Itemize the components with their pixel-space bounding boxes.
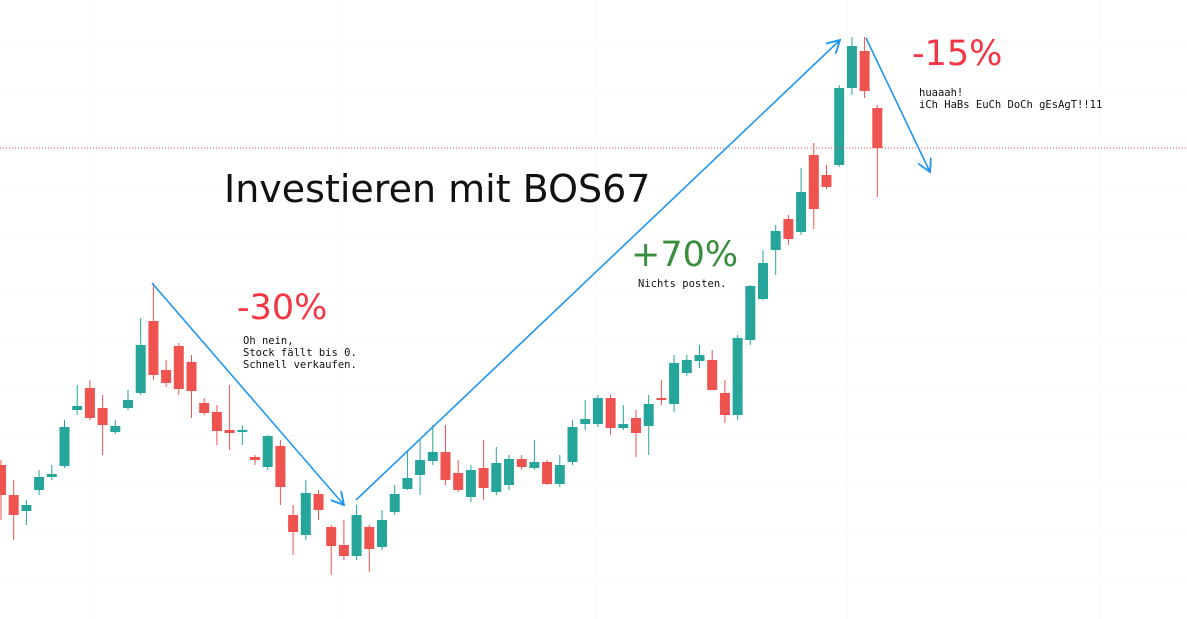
candle-body bbox=[529, 462, 540, 468]
arrows bbox=[151, 37, 930, 505]
candle-body bbox=[275, 446, 286, 487]
candle-body bbox=[377, 520, 387, 547]
candle-body bbox=[288, 515, 299, 532]
candle-body bbox=[516, 459, 527, 467]
candle-body bbox=[567, 427, 578, 462]
chart-title: Investieren mit BOS67 bbox=[224, 167, 650, 211]
annotation-label: -15% bbox=[912, 34, 1002, 74]
annotation-note: Schnell verkaufen. bbox=[243, 359, 357, 371]
annotation-label: -30% bbox=[237, 288, 327, 328]
arrow bbox=[151, 282, 344, 505]
candle-body bbox=[262, 436, 273, 467]
candle-body bbox=[161, 370, 172, 383]
candle-body bbox=[643, 404, 654, 426]
candle-body bbox=[783, 219, 794, 239]
candle-body bbox=[46, 474, 57, 477]
candle-body bbox=[186, 362, 197, 391]
candle-body bbox=[389, 494, 400, 512]
candle-body bbox=[199, 403, 210, 413]
candle-body bbox=[21, 505, 32, 511]
candle-body bbox=[631, 418, 641, 433]
candle-body bbox=[554, 465, 565, 484]
candles bbox=[0, 37, 1187, 575]
candle-body bbox=[351, 515, 362, 556]
candle-body bbox=[834, 88, 845, 165]
candle-body bbox=[59, 427, 70, 466]
candle-body bbox=[465, 470, 476, 497]
candle-body bbox=[681, 360, 692, 373]
candle-body bbox=[821, 175, 832, 187]
candle-body bbox=[542, 462, 553, 484]
candle-body bbox=[427, 452, 438, 461]
candle-body bbox=[770, 231, 781, 250]
candle-body bbox=[592, 398, 603, 424]
annotation-note: iCh HaBs EuCh DoCh gEsAgT!!11 bbox=[919, 99, 1102, 111]
candle-body bbox=[707, 360, 718, 390]
candle-body bbox=[732, 338, 743, 415]
annotation-note: huaaah! bbox=[919, 87, 963, 99]
candle-body bbox=[97, 408, 108, 425]
candle-body bbox=[211, 412, 222, 431]
candle-body bbox=[440, 452, 451, 480]
candle-body bbox=[859, 51, 870, 91]
candle-body bbox=[338, 545, 349, 556]
candle-body bbox=[300, 493, 311, 535]
candle-body bbox=[364, 527, 375, 549]
candle-body bbox=[808, 155, 819, 209]
candle-body bbox=[173, 346, 184, 389]
candle-body bbox=[402, 478, 413, 489]
candle-body bbox=[453, 473, 464, 490]
candle-body bbox=[605, 398, 616, 428]
candle-body bbox=[123, 400, 133, 408]
candle-body bbox=[34, 477, 45, 490]
annotation-note: Oh nein, bbox=[243, 335, 294, 347]
annotation-note: Nichts posten. bbox=[638, 278, 727, 290]
candle-body bbox=[796, 192, 807, 232]
candle-body bbox=[758, 263, 768, 299]
candle-body bbox=[224, 430, 235, 433]
candle-body bbox=[326, 527, 337, 546]
candle-body bbox=[313, 494, 324, 510]
candle-body bbox=[250, 457, 260, 460]
candle-body bbox=[491, 463, 502, 492]
candle-body bbox=[694, 355, 705, 361]
candle-body bbox=[618, 424, 629, 428]
candle-body bbox=[148, 321, 159, 375]
arrow bbox=[865, 37, 930, 172]
candle-body bbox=[8, 495, 19, 515]
candle-body bbox=[237, 430, 248, 432]
annotation-label: +70% bbox=[631, 235, 738, 275]
candle-body bbox=[580, 419, 591, 424]
candle-body bbox=[478, 468, 489, 488]
candle-body bbox=[872, 108, 883, 148]
annotations: -30% Oh nein,Stock fällt bis 0.Schnell ve… bbox=[237, 34, 1102, 371]
candle-body bbox=[669, 363, 680, 404]
candle-body bbox=[504, 459, 514, 485]
candle-body bbox=[656, 398, 667, 400]
candle-body bbox=[0, 465, 6, 495]
candle-body bbox=[84, 388, 95, 418]
candle-body bbox=[719, 393, 730, 415]
candle-body bbox=[745, 286, 756, 340]
arrow bbox=[355, 40, 840, 501]
candle-body bbox=[72, 406, 83, 410]
candle-body bbox=[135, 345, 146, 393]
candle-body bbox=[846, 46, 857, 88]
candle-body bbox=[415, 460, 426, 475]
candle-body bbox=[110, 426, 121, 432]
annotation-note: Stock fällt bis 0. bbox=[243, 347, 357, 359]
